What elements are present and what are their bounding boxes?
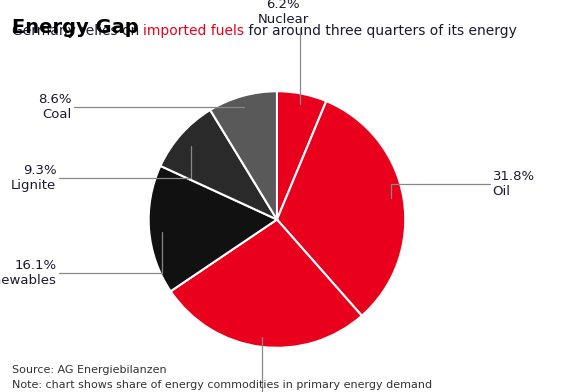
Text: 6.2%
Nuclear: 6.2% Nuclear <box>258 0 309 103</box>
Text: imported fuels: imported fuels <box>143 24 244 38</box>
Text: 9.3%
Lignite: 9.3% Lignite <box>11 145 191 192</box>
Wedge shape <box>160 110 277 220</box>
Text: 16.1%
Renewables: 16.1% Renewables <box>0 232 162 287</box>
Text: 26.7%
Natural Gas: 26.7% Natural Gas <box>263 337 426 392</box>
Wedge shape <box>277 101 405 316</box>
Text: Source: AG Energiebilanzen: Source: AG Energiebilanzen <box>12 365 166 375</box>
Wedge shape <box>277 91 326 220</box>
Text: Energy Gap: Energy Gap <box>12 18 138 36</box>
Text: Note: chart shows share of energy commodities in primary energy demand: Note: chart shows share of energy commod… <box>12 380 432 390</box>
Text: 8.6%
Coal: 8.6% Coal <box>38 93 243 121</box>
Text: for around three quarters of its energy: for around three quarters of its energy <box>244 24 517 38</box>
Text: Germany relies on: Germany relies on <box>12 24 143 38</box>
Text: 31.8%
Oil: 31.8% Oil <box>391 170 535 198</box>
Wedge shape <box>149 166 277 291</box>
Wedge shape <box>210 91 277 220</box>
Wedge shape <box>171 220 362 348</box>
